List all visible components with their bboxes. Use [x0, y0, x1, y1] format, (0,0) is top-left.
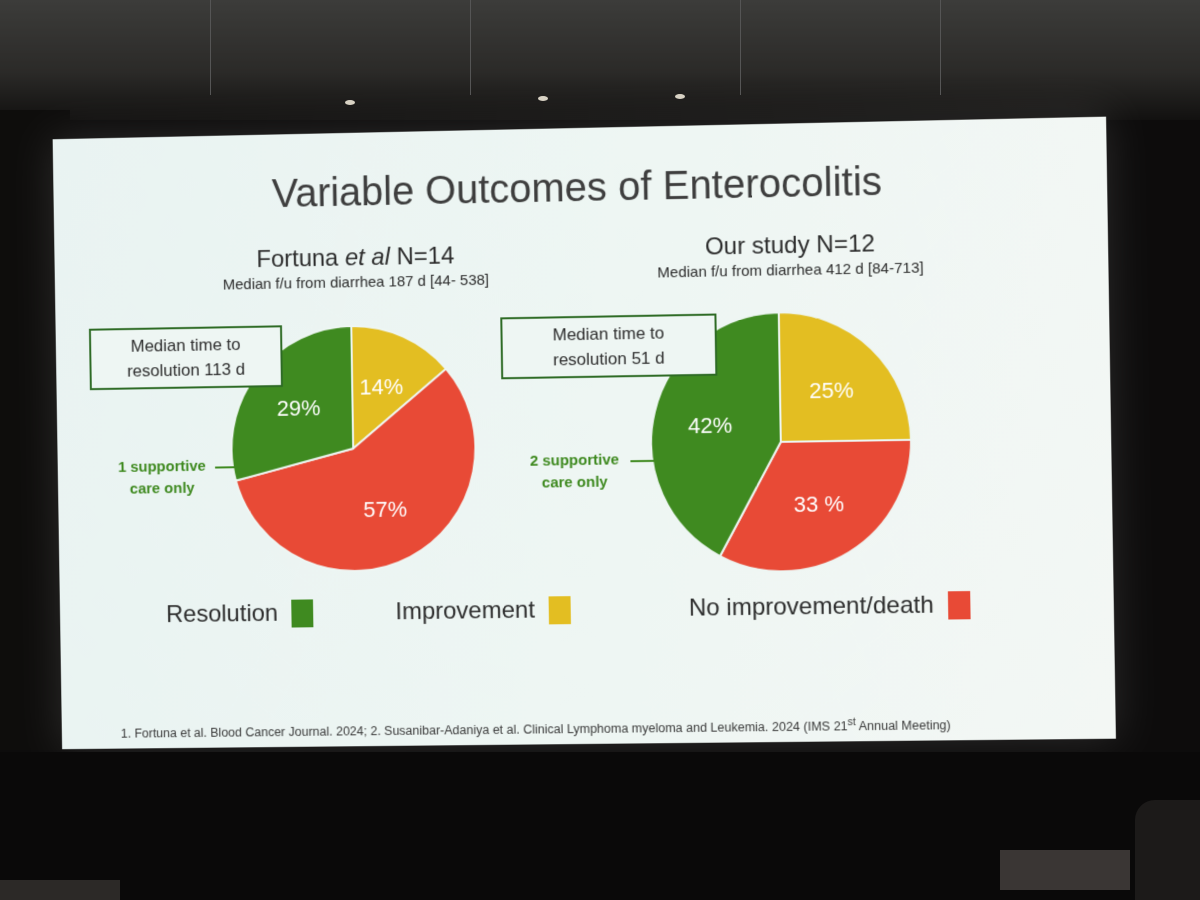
legend-label: Resolution [166, 600, 278, 629]
side-label-line: care only [515, 471, 635, 495]
pie-slice-label: 14% [359, 374, 403, 400]
median-time-box-our-study: Median time to resolution 51 d [500, 314, 717, 380]
ceiling-tile [0, 0, 211, 95]
study-title: Fortuna et al N=14 [192, 241, 520, 275]
side-label-line: 2 supportive [514, 449, 634, 473]
pie-slice-label: 33 % [793, 491, 844, 517]
legend-item-improvement: Improvement [395, 596, 571, 626]
pie-slice-label: 42% [688, 412, 733, 438]
legend-label: No improvement/death [689, 592, 934, 623]
pie-slice-label: 57% [363, 497, 407, 523]
ceiling-light [538, 96, 548, 101]
median-time-box-fortuna: Median time to resolution 113 d [89, 325, 283, 390]
side-label-line: 1 supportive [103, 456, 221, 480]
legend-item-resolution: Resolution [166, 599, 314, 629]
pie-slice-label: 25% [809, 377, 854, 403]
legend-item-no-improvement: No improvement/death [689, 591, 971, 623]
study-title-text: Fortuna [256, 245, 345, 274]
note-line: Median time to [99, 331, 273, 359]
ceiling-tile [740, 0, 941, 95]
study-title-n: N=14 [390, 242, 455, 270]
leader-line [215, 466, 237, 468]
study-title-italic: et al [345, 244, 390, 272]
ceiling-tile [210, 0, 471, 95]
legend-swatch [292, 599, 314, 627]
leader-line [630, 460, 658, 462]
ceiling-tile [470, 0, 741, 95]
study-title: Our study N=12 [609, 228, 972, 263]
study-subtitle: Median f/u from diarrhea 187 d [44- 538] [192, 271, 519, 294]
ceiling-light [345, 100, 355, 105]
ceiling-tile [940, 0, 1200, 95]
study-title-text: Our study N=12 [705, 230, 875, 260]
references-footnote: 1. Fortuna et al. Blood Cancer Journal. … [121, 716, 951, 741]
pie-slice-label: 29% [277, 395, 321, 421]
pie-slice-improvement [779, 310, 911, 442]
study-header-our-study: Our study N=12 Median f/u from diarrhea … [609, 228, 972, 282]
ceiling [0, 0, 1200, 120]
note-line: resolution 51 d [511, 345, 708, 373]
supportive-care-label-our-study: 2 supportive care only [514, 449, 635, 495]
desk [1000, 850, 1130, 890]
supportive-care-label-fortuna: 1 supportive care only [103, 456, 222, 501]
footnote-superscript: st [847, 717, 855, 728]
study-header-fortuna: Fortuna et al N=14 Median f/u from diarr… [192, 241, 520, 294]
legend-swatch [948, 591, 971, 619]
note-line: resolution 113 d [99, 356, 273, 384]
footnote-text: 1. Fortuna et al. Blood Cancer Journal. … [121, 719, 848, 740]
legend-swatch [549, 596, 571, 624]
chair [1135, 800, 1200, 900]
projection-screen: Variable Outcomes of Enterocolitis Fortu… [53, 117, 1116, 750]
legend-label: Improvement [395, 597, 535, 627]
footnote-text-end: Annual Meeting) [856, 718, 951, 733]
desk [0, 880, 120, 900]
ceiling-light [675, 94, 685, 99]
note-line: Median time to [510, 320, 707, 348]
slide-title: Variable Outcomes of Enterocolitis [53, 155, 1107, 221]
side-label-line: care only [103, 477, 221, 501]
